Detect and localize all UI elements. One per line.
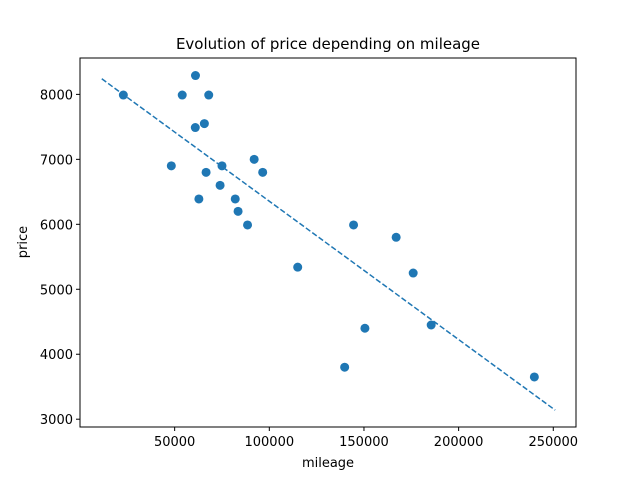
scatter-point [177,90,187,100]
scatter-point [233,206,243,216]
scatter-point [360,323,370,333]
x-tick-label: 250000 [528,435,578,450]
scatter-point [190,71,200,81]
y-tick-label: 7000 [40,153,73,168]
scatter-point [194,194,204,204]
scatter-point [230,194,240,204]
scatter-point [166,161,176,171]
chart-title: Evolution of price depending on mileage [176,35,480,53]
y-tick-label: 3000 [40,413,73,428]
scatter-point [190,123,200,133]
y-tick-label: 4000 [40,348,73,363]
y-tick-label: 5000 [40,283,73,298]
x-tick-label: 50000 [154,435,195,450]
scatter-point [258,167,268,177]
scatter-point [118,90,128,100]
scatter-point [215,180,225,190]
scatter-point [391,232,401,242]
plot-area [80,58,576,427]
chart-marks [101,71,556,411]
axis-ticks: 50000 100000 150000 200000 250000 3000 4000 500… [40,88,578,450]
scatter-point [529,372,539,382]
scatter-point [408,268,418,278]
scatter-point [426,320,436,330]
plot-frame [79,57,577,428]
y-axis-label: price [16,226,31,258]
scatter-point [293,262,303,272]
scatter-point [204,90,214,100]
x-axis-label: mileage [302,456,354,471]
scatter-point [243,220,253,230]
scatter-point [201,167,211,177]
x-tick-label: 200000 [434,435,484,450]
scatter-point [349,220,359,230]
x-tick-label: 150000 [339,435,389,450]
regression-line [101,78,556,411]
scatter-point [249,154,259,164]
y-tick-label: 6000 [40,218,73,233]
scatter-point [199,119,209,129]
scatter-point [340,362,350,372]
y-tick-label: 8000 [40,88,73,103]
scatter-point [217,161,227,171]
x-tick-label: 100000 [244,435,294,450]
